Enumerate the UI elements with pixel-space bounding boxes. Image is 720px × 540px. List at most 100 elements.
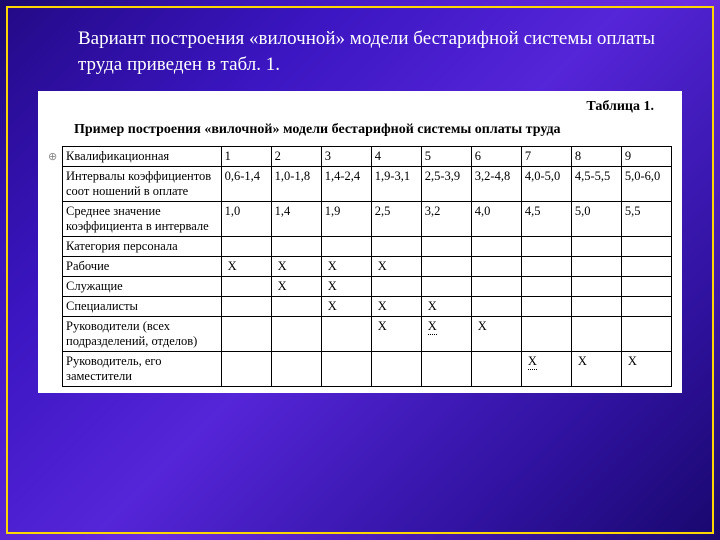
table-cell: 5,0-6,0 bbox=[621, 167, 671, 202]
table-row: РабочиеXXXX bbox=[63, 257, 672, 277]
row-label: Руководители (всех подразделений, отдело… bbox=[63, 317, 222, 352]
table-cell bbox=[321, 352, 371, 387]
table-cell bbox=[521, 237, 571, 257]
table-cell: X bbox=[621, 352, 671, 387]
table-cell: 1,9 bbox=[321, 202, 371, 237]
table-cell: 1 bbox=[221, 147, 271, 167]
table-cell bbox=[571, 317, 621, 352]
table-cell: X bbox=[421, 297, 471, 317]
table-cell bbox=[621, 317, 671, 352]
table-cell bbox=[421, 257, 471, 277]
table-cell: 1,0-1,8 bbox=[271, 167, 321, 202]
row-label: Интервалы коэффициентов соот ношений в о… bbox=[63, 167, 222, 202]
table-cell bbox=[371, 237, 421, 257]
table-wrapper: ⊕ Квалификационная123456789Интервалы коэ… bbox=[48, 146, 672, 387]
table-label: Таблица 1. bbox=[48, 99, 672, 115]
table-row: Руководитель, его заместителиXXX bbox=[63, 352, 672, 387]
table-row: Интервалы коэффициентов соот ношений в о… bbox=[63, 167, 672, 202]
table-cell: X bbox=[371, 257, 421, 277]
table-cell bbox=[271, 317, 321, 352]
table-cell: X bbox=[321, 297, 371, 317]
table-row: Квалификационная123456789 bbox=[63, 147, 672, 167]
table-cell bbox=[221, 277, 271, 297]
table-cell: X bbox=[271, 277, 321, 297]
table-cell bbox=[221, 317, 271, 352]
table-row: Среднее значение коэффициента в интервал… bbox=[63, 202, 672, 237]
table-cell bbox=[371, 277, 421, 297]
table-cell bbox=[471, 257, 521, 277]
table-cell bbox=[371, 352, 421, 387]
table-cell bbox=[571, 237, 621, 257]
document-area: Таблица 1. Пример построения «вилочной» … bbox=[38, 91, 682, 393]
row-label: Квалификационная bbox=[63, 147, 222, 167]
table-cell: 4,0 bbox=[471, 202, 521, 237]
table-cell: 1,4 bbox=[271, 202, 321, 237]
table-cell: 5,0 bbox=[571, 202, 621, 237]
table-cell bbox=[621, 257, 671, 277]
table-cell bbox=[621, 297, 671, 317]
table-cell: X bbox=[271, 257, 321, 277]
table-cell: X bbox=[371, 317, 421, 352]
row-label: Рабочие bbox=[63, 257, 222, 277]
table-cell: 3,2-4,8 bbox=[471, 167, 521, 202]
table-cell: X bbox=[421, 317, 471, 352]
table-row: Руководители (всех подразделений, отдело… bbox=[63, 317, 672, 352]
table-cell bbox=[321, 317, 371, 352]
table-cell: X bbox=[321, 257, 371, 277]
table-cell bbox=[271, 297, 321, 317]
table-cell bbox=[621, 237, 671, 257]
row-label: Среднее значение коэффициента в интервал… bbox=[63, 202, 222, 237]
table-row: Категория персонала bbox=[63, 237, 672, 257]
table-cell bbox=[421, 237, 471, 257]
table-cell: X bbox=[571, 352, 621, 387]
table-cell: 1,4-2,4 bbox=[321, 167, 371, 202]
row-label: Служащие bbox=[63, 277, 222, 297]
table-cell bbox=[421, 277, 471, 297]
table-cell bbox=[421, 352, 471, 387]
table-cell: 1,0 bbox=[221, 202, 271, 237]
table-cell bbox=[221, 237, 271, 257]
table-cell: X bbox=[371, 297, 421, 317]
table-cell bbox=[571, 277, 621, 297]
anchor-icon: ⊕ bbox=[48, 150, 57, 163]
table-cell: X bbox=[521, 352, 571, 387]
table-cell bbox=[521, 257, 571, 277]
table-cell bbox=[271, 237, 321, 257]
row-label: Руководитель, его заместители bbox=[63, 352, 222, 387]
slide-frame: Вариант построения «вилочной» модели бес… bbox=[6, 6, 714, 534]
table-cell: 3 bbox=[321, 147, 371, 167]
table-cell: 9 bbox=[621, 147, 671, 167]
table-cell: 4 bbox=[371, 147, 421, 167]
table-cell bbox=[321, 237, 371, 257]
table-cell bbox=[471, 297, 521, 317]
table-cell bbox=[621, 277, 671, 297]
table-cell bbox=[521, 277, 571, 297]
table-cell: 7 bbox=[521, 147, 571, 167]
table-cell bbox=[521, 317, 571, 352]
table-caption: Пример построения «вилочной» модели бест… bbox=[48, 119, 672, 146]
table-cell: X bbox=[321, 277, 371, 297]
table-cell bbox=[471, 277, 521, 297]
table-cell: 1,9-3,1 bbox=[371, 167, 421, 202]
data-table: Квалификационная123456789Интервалы коэфф… bbox=[62, 146, 672, 387]
table-cell: 8 bbox=[571, 147, 621, 167]
table-cell: 6 bbox=[471, 147, 521, 167]
table-row: Служащие XX bbox=[63, 277, 672, 297]
table-cell: 2,5-3,9 bbox=[421, 167, 471, 202]
table-cell: 4,0-5,0 bbox=[521, 167, 571, 202]
table-cell: 2,5 bbox=[371, 202, 421, 237]
table-cell: 4,5 bbox=[521, 202, 571, 237]
table-cell bbox=[271, 352, 321, 387]
table-cell: 5 bbox=[421, 147, 471, 167]
table-cell: X bbox=[221, 257, 271, 277]
table-cell: 0,6-1,4 bbox=[221, 167, 271, 202]
table-cell bbox=[571, 297, 621, 317]
table-cell: 2 bbox=[271, 147, 321, 167]
table-cell bbox=[571, 257, 621, 277]
intro-text: Вариант построения «вилочной» модели бес… bbox=[8, 8, 712, 87]
table-cell bbox=[221, 297, 271, 317]
table-cell bbox=[221, 352, 271, 387]
table-row: СпециалистыXXX bbox=[63, 297, 672, 317]
table-cell: 5,5 bbox=[621, 202, 671, 237]
table-cell bbox=[471, 352, 521, 387]
